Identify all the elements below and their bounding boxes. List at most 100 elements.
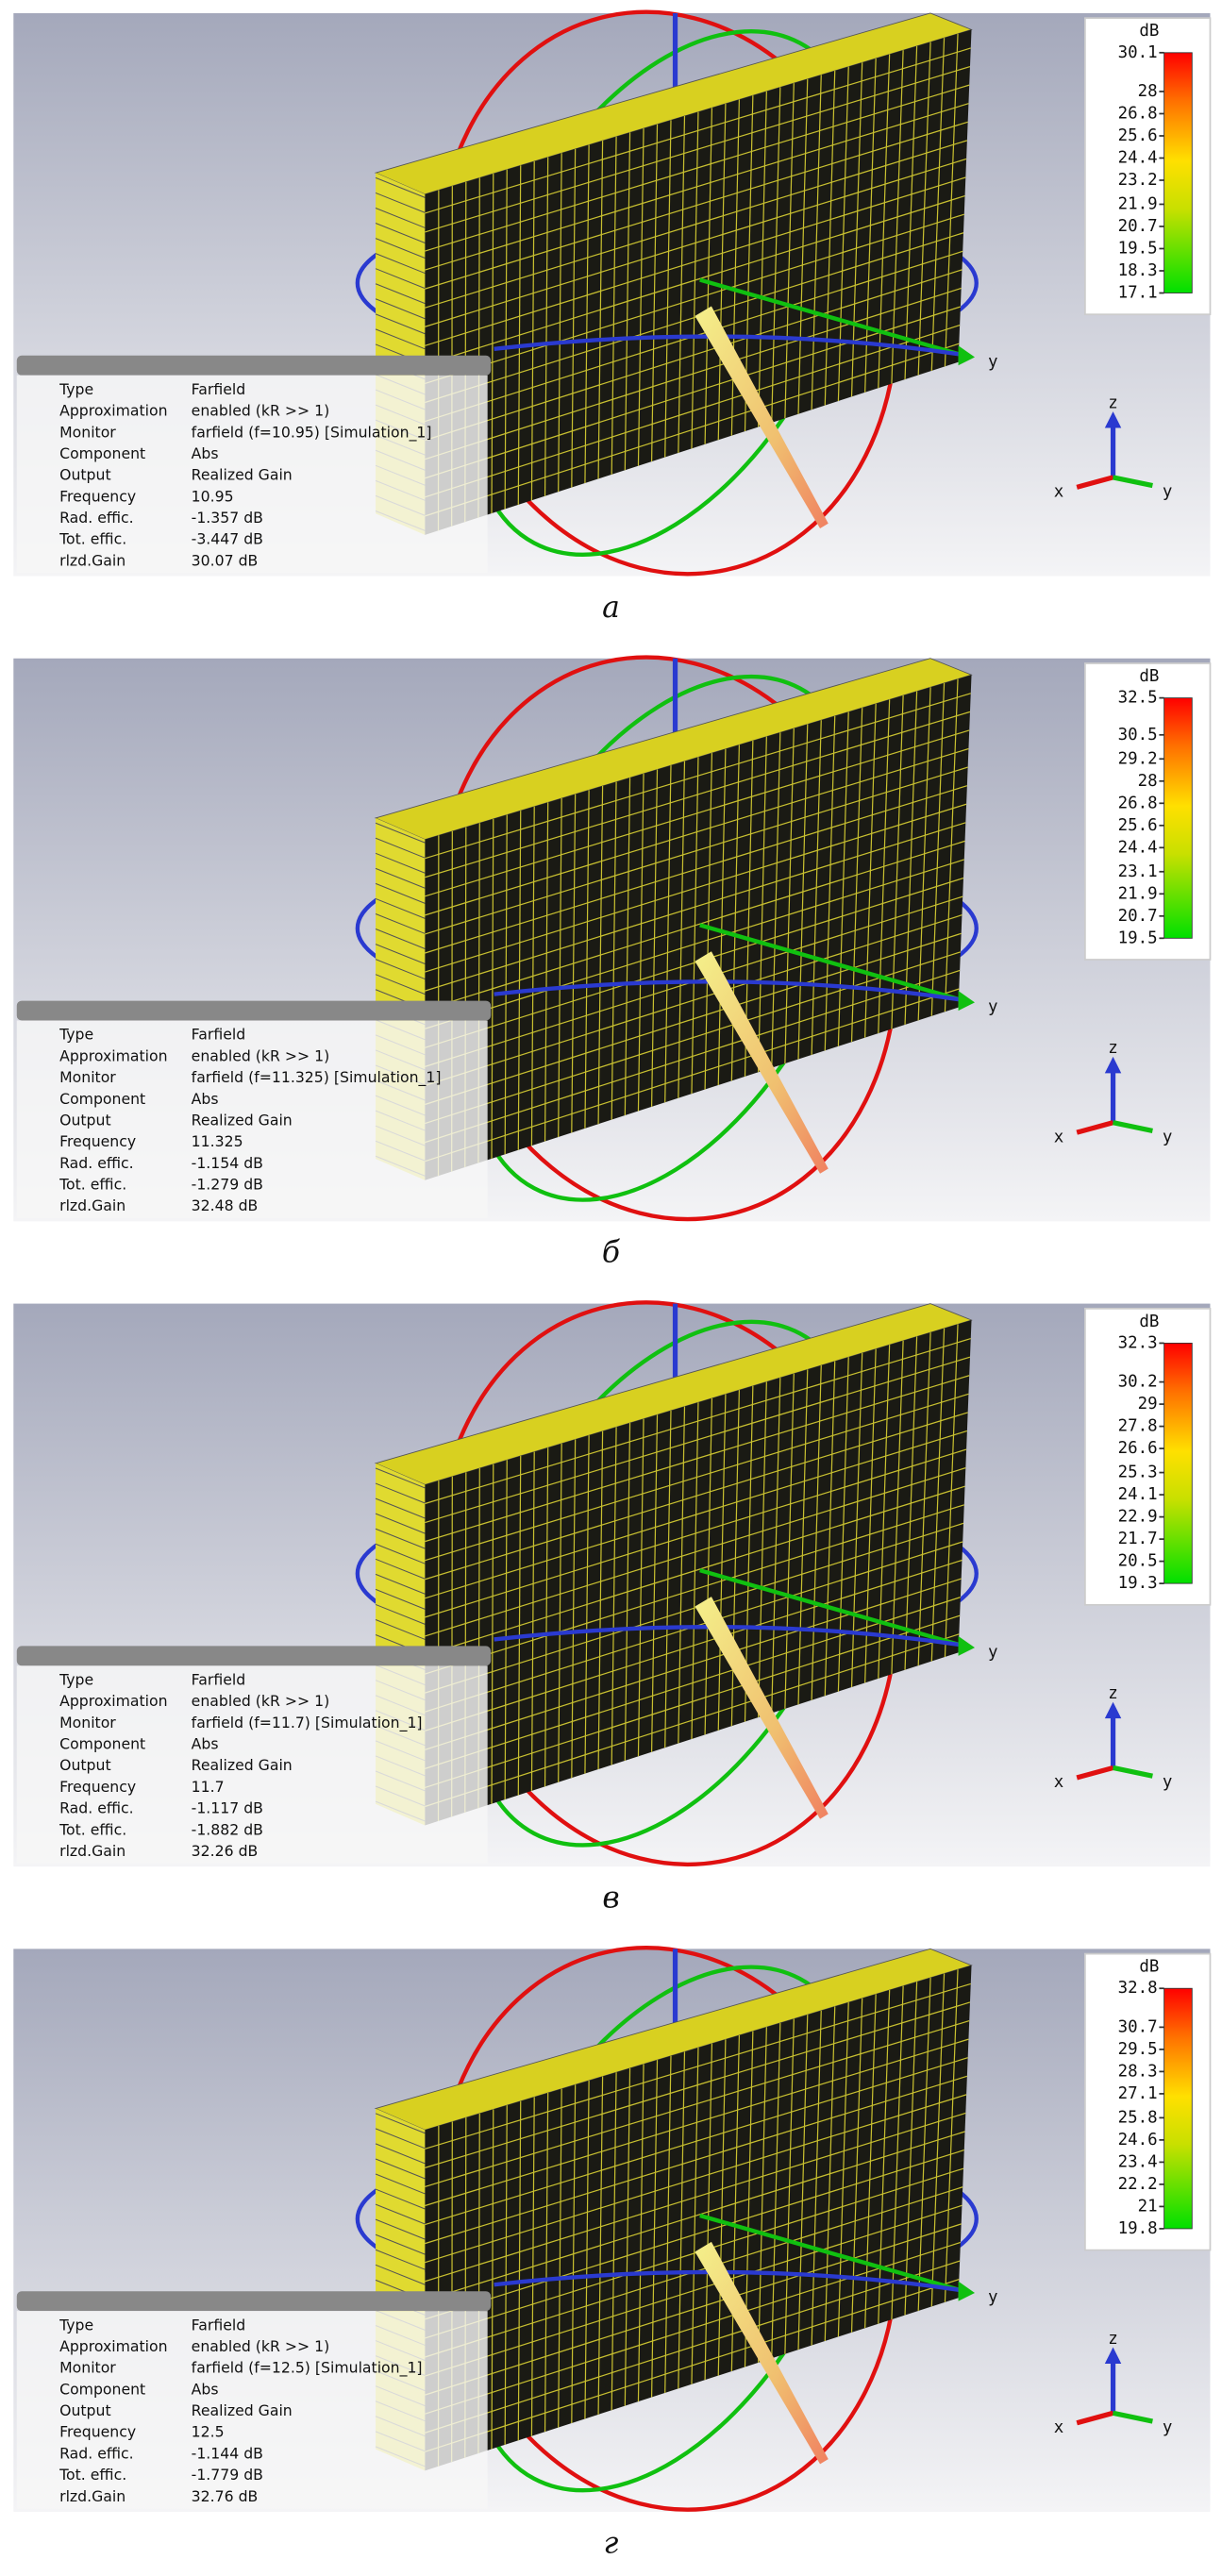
info-key: Output: [59, 1111, 111, 1129]
colorbar-tick-label: 23.1: [1118, 862, 1158, 881]
info-value: Realized Gain: [192, 1111, 293, 1129]
info-value: farfield (f=11.325) [Simulation_1]: [192, 1068, 442, 1087]
colorbar-tick-label: 21.7: [1118, 1530, 1158, 1548]
info-value: Abs: [192, 444, 219, 462]
face-grid: [425, 176, 966, 346]
colorbar-tick-label: 21.9: [1118, 194, 1158, 213]
face-grid: [425, 269, 963, 442]
side-stripe: [375, 223, 426, 243]
main-beam: [695, 306, 829, 528]
colorbar-tick-label: 29.2: [1118, 749, 1158, 768]
caption: б: [602, 1236, 621, 1270]
info-key: rlzd.Gain: [59, 1842, 126, 1860]
face-grid: [425, 2075, 968, 2245]
side-stripe: [375, 1619, 426, 1640]
face-grid: [425, 2094, 967, 2264]
colorbar-unit: dB: [1139, 22, 1159, 41]
colorbar-tick-label: 25.3: [1118, 1464, 1158, 1482]
face-grid: [425, 914, 963, 1087]
info-value: Realized Gain: [192, 1756, 293, 1774]
info-key: Frequency: [59, 1132, 136, 1150]
info-key: Approximation: [59, 1692, 167, 1710]
axis-label-y: y: [1163, 2418, 1173, 2437]
face-grid: [425, 158, 967, 327]
axis-label-z: z: [1108, 2330, 1118, 2349]
triad-z-head: [1104, 2347, 1122, 2364]
colorbar-tick-label: 29.5: [1118, 2040, 1158, 2059]
colorbar-tick-label: 26.8: [1118, 794, 1158, 812]
info-key: Component: [59, 444, 145, 462]
info-value: 11.325: [192, 1132, 243, 1150]
face-grid: [425, 195, 965, 365]
side-stripe: [375, 837, 426, 859]
colorbar: [1163, 697, 1193, 939]
side-stripe: [375, 283, 426, 305]
info-value: -1.779 dB: [192, 2466, 263, 2484]
info-key: Frequency: [59, 2423, 136, 2441]
phi-front: [494, 979, 969, 1003]
axis-label-y: y: [1163, 483, 1173, 502]
face-grid: [425, 232, 964, 404]
side-stripe: [375, 2173, 426, 2195]
side-stripe: [375, 1558, 426, 1580]
main-beam: [695, 1597, 829, 1819]
colorbar-tick-label: 27.8: [1118, 1417, 1158, 1436]
colorbar-tick-label: 30.2: [1118, 1373, 1158, 1392]
triad-x: [1076, 1765, 1114, 1781]
side-stripe: [375, 1603, 426, 1625]
face-grid: [425, 2038, 969, 2207]
x-axis-green: [699, 2213, 960, 2292]
x-axis-green: [699, 1568, 960, 1647]
info-key: Approximation: [59, 402, 167, 420]
info-box: [16, 1020, 488, 1218]
panel: y Type Farfield Approximation enabled (kR >>…: [13, 1946, 1212, 2560]
axis-label-z: z: [1108, 393, 1118, 412]
info-header-bar: [16, 1000, 492, 1021]
side-stripe: [375, 2218, 426, 2240]
phi-front: [494, 334, 969, 358]
colorbar-tick-label: 24.1: [1118, 1485, 1158, 1504]
face-grid: [425, 1448, 967, 1618]
info-value: Farfield: [192, 1671, 246, 1689]
info-key: Component: [59, 1090, 145, 1108]
face-grid: [425, 2057, 968, 2226]
colorbar: [1163, 52, 1193, 293]
triad-y: [1113, 1120, 1153, 1133]
info-key: Rad. effic.: [59, 1154, 134, 1172]
axis-label-y: y: [988, 1643, 998, 1662]
info-header-bar: [16, 2291, 492, 2312]
colorbar: [1163, 1343, 1193, 1584]
info-value: -1.117 dB: [192, 1799, 263, 1817]
triad-z-head: [1104, 411, 1122, 428]
side-stripe: [375, 238, 426, 259]
info-value: -1.154 dB: [192, 1154, 263, 1172]
face-grid: [425, 287, 962, 460]
face-grid: [425, 1485, 965, 1656]
panel: y Type Farfield Approximation enabled (kR >>…: [13, 9, 1212, 625]
info-value: Realized Gain: [192, 2401, 293, 2419]
colorbar-tick-label: 25.6: [1118, 816, 1158, 835]
info-key: Frequency: [59, 1778, 136, 1796]
info-value: enabled (kR >> 1): [192, 2337, 330, 2355]
colorbar-tick-label: 19.8: [1118, 2219, 1158, 2238]
colorbar-tick-label: 22.9: [1118, 1508, 1158, 1527]
colorbar-tick-label: 21.9: [1118, 884, 1158, 903]
colorbar-tick-label: 28: [1138, 82, 1158, 101]
axis-label-y: y: [988, 998, 998, 1017]
info-key: Rad. effic.: [59, 509, 134, 527]
info-key: Output: [59, 466, 111, 484]
side-stripe: [375, 959, 426, 980]
info-value: -3.447 dB: [192, 530, 263, 548]
colorbar-tick-label: 23.2: [1118, 171, 1158, 190]
axis-label-y: y: [988, 2288, 998, 2307]
axis-label-x: x: [1054, 1128, 1064, 1146]
side-stripe: [375, 852, 426, 874]
side-stripe: [375, 298, 426, 320]
info-value: Farfield: [192, 380, 246, 398]
colorbar: [1163, 1987, 1193, 2230]
colorbar-tick-label: 21: [1138, 2197, 1158, 2216]
side-stripe: [375, 192, 426, 213]
side-stripe: [375, 2233, 426, 2255]
colorbar-unit: dB: [1139, 1958, 1159, 1977]
